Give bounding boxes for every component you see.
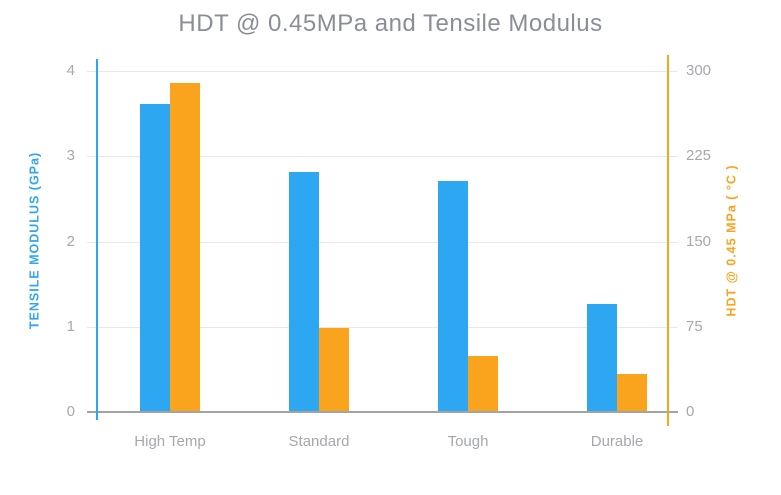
hdt-bar-standard <box>319 328 349 411</box>
right-tick-label-225: 225 <box>686 147 712 165</box>
left-tick-label-2: 2 <box>66 232 75 250</box>
gridline-3 <box>87 156 678 158</box>
right-tick-label-75: 75 <box>686 317 703 335</box>
left-axis-line <box>96 59 98 420</box>
chart-title: HDT @ 0.45MPa and Tensile Modulus <box>178 10 603 37</box>
plot-area <box>87 71 678 412</box>
category-label-standard: Standard <box>288 433 350 450</box>
left-tick-label-3: 3 <box>66 147 75 165</box>
hdt-bar-high-temp <box>170 82 200 411</box>
left-tick-label-1: 1 <box>66 317 75 335</box>
tensile-modulus-bar-high-temp <box>140 104 170 411</box>
right-tick-label-150: 150 <box>686 232 712 250</box>
right-tick-label-0: 0 <box>686 403 695 420</box>
left-tick-label-4: 4 <box>66 62 75 79</box>
right-tick-label-300: 300 <box>686 62 712 79</box>
hdt-bar-durable <box>617 373 647 411</box>
category-label-high-temp: High Temp <box>134 433 206 450</box>
category-label-tough: Tough <box>447 433 489 450</box>
gridline-1 <box>87 326 678 328</box>
gridline-2 <box>87 241 678 243</box>
category-label-durable: Durable <box>590 433 644 450</box>
left-tick-label-0: 0 <box>66 403 75 420</box>
tensile-modulus-bar-durable <box>587 303 617 411</box>
x-axis-line <box>87 411 678 413</box>
right-axis-line <box>667 55 669 426</box>
gridline-4 <box>87 71 678 72</box>
tensile-modulus-bar-tough <box>438 180 468 411</box>
tensile-modulus-bar-standard <box>289 172 319 411</box>
hdt-bar-tough <box>468 355 498 411</box>
